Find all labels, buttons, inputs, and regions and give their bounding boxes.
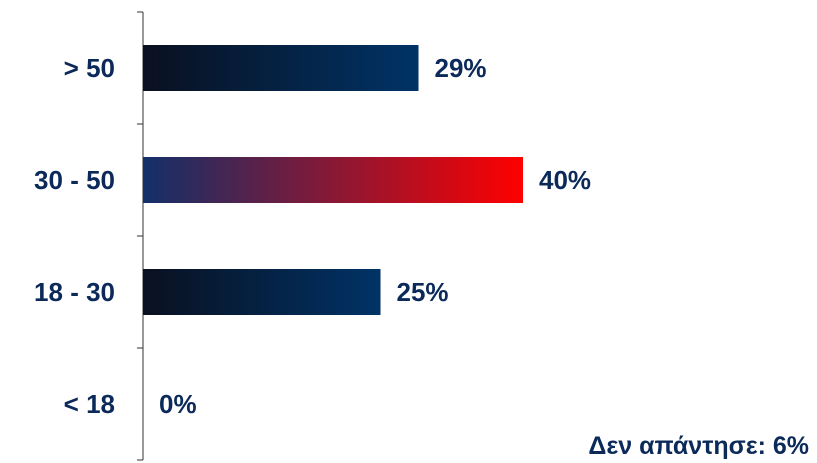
category-label: < 18 [64, 389, 115, 419]
labels: > 50 29% 30 - 50 40% 18 - 30 25% < 18 0% [34, 53, 591, 419]
bar-2 [143, 269, 381, 315]
category-label: 18 - 30 [34, 277, 115, 307]
bar-0 [143, 45, 419, 91]
category-label: 30 - 50 [34, 165, 115, 195]
value-label: 25% [397, 277, 449, 307]
bar-1 [143, 157, 523, 203]
value-label: 0% [159, 389, 197, 419]
y-axis [137, 11, 144, 461]
category-label: > 50 [64, 53, 115, 83]
value-label: 40% [539, 165, 591, 195]
value-label: 29% [435, 53, 487, 83]
no-answer-footnote: Δεν απάντησε: 6% [588, 432, 809, 460]
bars [143, 45, 523, 315]
